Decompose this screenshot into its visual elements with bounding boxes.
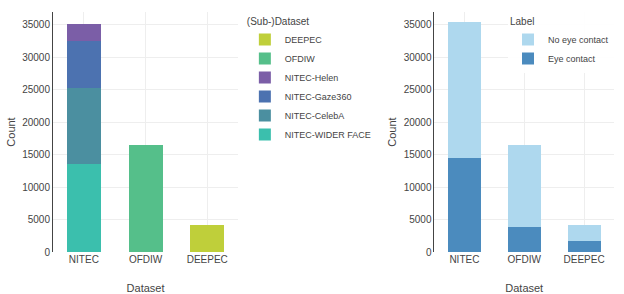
svg-text:Count: Count: [386, 117, 398, 146]
svg-text:35000: 35000: [404, 19, 432, 30]
svg-text:25000: 25000: [22, 84, 50, 95]
svg-text:15000: 15000: [22, 149, 50, 160]
svg-text:20000: 20000: [22, 117, 50, 128]
svg-text:Label: Label: [510, 16, 534, 27]
svg-text:30000: 30000: [404, 52, 432, 63]
svg-text:20000: 20000: [404, 117, 432, 128]
svg-text:DEEPEC: DEEPEC: [285, 35, 323, 45]
svg-text:Count: Count: [5, 117, 17, 146]
svg-text:10000: 10000: [404, 182, 432, 193]
svg-text:DEEPEC: DEEPEC: [564, 254, 605, 265]
svg-text:0: 0: [44, 247, 50, 258]
svg-text:35000: 35000: [22, 19, 50, 30]
svg-text:NITEC-WIDER FACE: NITEC-WIDER FACE: [285, 130, 371, 140]
svg-text:OFDIW: OFDIW: [285, 54, 315, 64]
svg-text:NITEC-Gaze360: NITEC-Gaze360: [285, 92, 352, 102]
svg-text:No eye contact: No eye contact: [548, 35, 609, 45]
svg-text:15000: 15000: [404, 149, 432, 160]
svg-text:Eye contact: Eye contact: [548, 54, 596, 64]
svg-text:OFDIW: OFDIW: [129, 254, 163, 265]
svg-text:NITEC-CelebA: NITEC-CelebA: [285, 111, 345, 121]
svg-text:30000: 30000: [22, 52, 50, 63]
svg-text:NITEC: NITEC: [449, 254, 479, 265]
svg-text:10000: 10000: [22, 182, 50, 193]
svg-text:5000: 5000: [409, 214, 432, 225]
svg-text:NITEC: NITEC: [69, 254, 99, 265]
svg-text:DEEPEC: DEEPEC: [187, 254, 228, 265]
svg-text:Dataset: Dataset: [505, 282, 543, 294]
svg-text:Dataset: Dataset: [127, 282, 165, 294]
svg-text:25000: 25000: [404, 84, 432, 95]
svg-text:0: 0: [426, 247, 432, 258]
svg-text:(Sub-)Dataset: (Sub-)Dataset: [247, 16, 309, 27]
svg-text:NITEC-Helen: NITEC-Helen: [285, 73, 339, 83]
svg-text:5000: 5000: [28, 214, 51, 225]
svg-text:OFDIW: OFDIW: [508, 254, 542, 265]
